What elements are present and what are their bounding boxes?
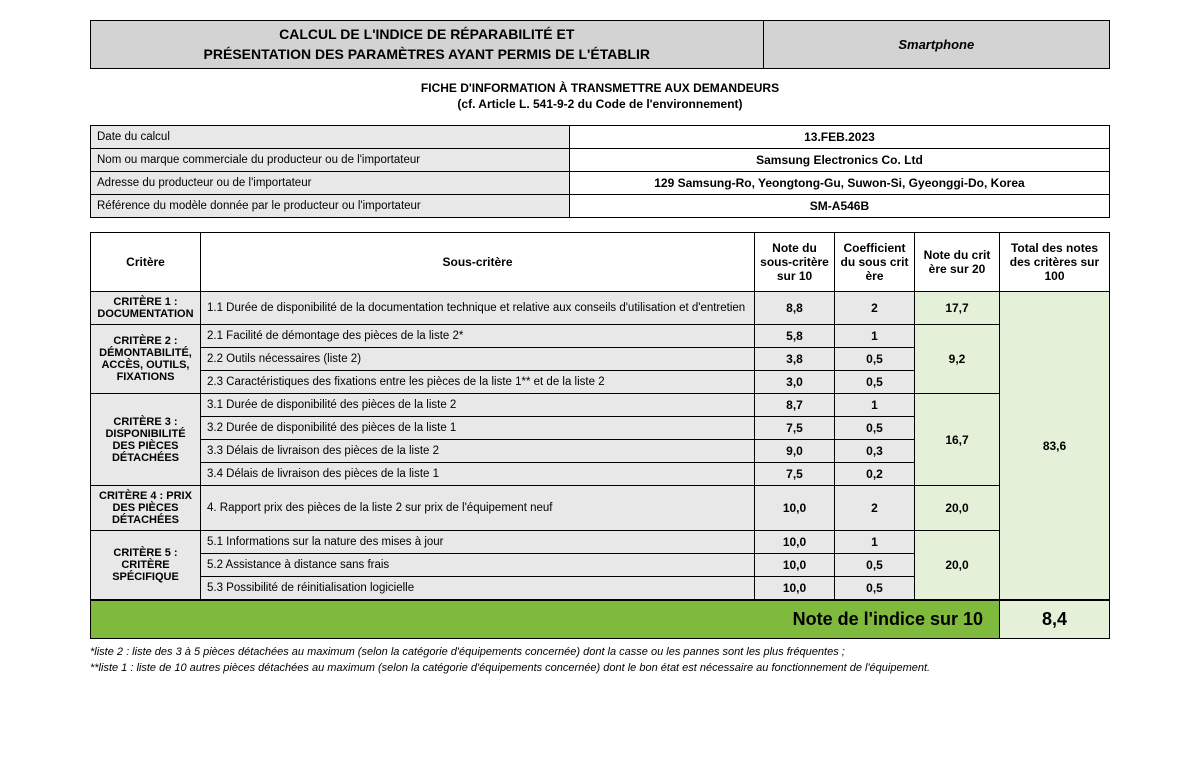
- sous-critere-label: 4. Rapport prix des pièces de la liste 2…: [201, 486, 755, 531]
- info-table: Date du calcul13.FEB.2023Nom ou marque c…: [90, 125, 1110, 218]
- sous-critere-label: 2.3 Caractéristiques des fixations entre…: [201, 371, 755, 394]
- header-title-line2: PRÉSENTATION DES PARAMÈTRES AYANT PERMIS…: [204, 46, 650, 62]
- note-sur-20: 20,0: [915, 531, 1000, 600]
- info-row: Date du calcul13.FEB.2023: [91, 126, 1110, 149]
- info-value: 13.FEB.2023: [569, 126, 1109, 149]
- note-sur-10: 7,5: [755, 417, 835, 440]
- sous-critere-label: 2.1 Facilité de démontage des pièces de …: [201, 325, 755, 348]
- sous-critere-label: 5.1 Informations sur la nature des mises…: [201, 531, 755, 554]
- total-sur-100: 83,6: [1000, 292, 1110, 600]
- note-sur-10: 10,0: [755, 531, 835, 554]
- info-label: Date du calcul: [91, 126, 570, 149]
- sub-heading-line2: (cf. Article L. 541-9-2 du Code de l'env…: [90, 97, 1110, 111]
- info-row: Adresse du producteur ou de l'importateu…: [91, 172, 1110, 195]
- note-sur-10: 3,0: [755, 371, 835, 394]
- final-score-table: Note de l'indice sur 10 8,4: [90, 600, 1110, 639]
- sous-critere-label: 3.1 Durée de disponibilité des pièces de…: [201, 394, 755, 417]
- critere-label: CRITÈRE 1 : DOCUMENTATION: [91, 292, 201, 325]
- note-sur-10: 9,0: [755, 440, 835, 463]
- info-label: Référence du modèle donnée par le produc…: [91, 195, 570, 218]
- coefficient: 2: [835, 486, 915, 531]
- col-total100: Total des notes des critères sur 100: [1000, 233, 1110, 292]
- col-note10: Note du sous-critère sur 10: [755, 233, 835, 292]
- criteria-row: CRITÈRE 1 : DOCUMENTATION1.1 Durée de di…: [91, 292, 1110, 325]
- col-critere: Critère: [91, 233, 201, 292]
- info-value: 129 Samsung-Ro, Yeongtong-Gu, Suwon-Si, …: [569, 172, 1109, 195]
- coefficient: 0,3: [835, 440, 915, 463]
- sous-critere-label: 5.3 Possibilité de réinitialisation logi…: [201, 577, 755, 600]
- criteria-row: CRITÈRE 2 : DÉMONTABILITÉ, ACCÈS, OUTILS…: [91, 325, 1110, 348]
- note-sur-10: 10,0: [755, 577, 835, 600]
- info-value: Samsung Electronics Co. Ltd: [569, 149, 1109, 172]
- info-row: Nom ou marque commerciale du producteur …: [91, 149, 1110, 172]
- note-sur-10: 3,8: [755, 348, 835, 371]
- critere-label: CRITÈRE 3 : DISPONIBILITÉ DES PIÈCES DÉT…: [91, 394, 201, 486]
- sous-critere-label: 3.4 Délais de livraison des pièces de la…: [201, 463, 755, 486]
- note-sur-20: 16,7: [915, 394, 1000, 486]
- criteria-row: CRITÈRE 5 : CRITÈRE SPÉCIFIQUE5.1 Inform…: [91, 531, 1110, 554]
- note-sur-20: 17,7: [915, 292, 1000, 325]
- criteria-row: CRITÈRE 3 : DISPONIBILITÉ DES PIÈCES DÉT…: [91, 394, 1110, 417]
- footnote-2: **liste 1 : liste de 10 autres pièces dé…: [90, 661, 1110, 676]
- note-sur-10: 8,8: [755, 292, 835, 325]
- col-coeff: Coefficient du sous crit ère: [835, 233, 915, 292]
- header-table: CALCUL DE L'INDICE DE RÉPARABILITÉ ET PR…: [90, 20, 1110, 69]
- info-label: Nom ou marque commerciale du producteur …: [91, 149, 570, 172]
- sub-heading-line1: FICHE D'INFORMATION À TRANSMETTRE AUX DE…: [90, 81, 1110, 95]
- coefficient: 0,5: [835, 554, 915, 577]
- coefficient: 0,5: [835, 348, 915, 371]
- note-sur-10: 8,7: [755, 394, 835, 417]
- criteria-row: CRITÈRE 4 : PRIX DES PIÈCES DÉTACHÉES4. …: [91, 486, 1110, 531]
- coefficient: 1: [835, 531, 915, 554]
- note-sur-10: 10,0: [755, 486, 835, 531]
- critere-label: CRITÈRE 4 : PRIX DES PIÈCES DÉTACHÉES: [91, 486, 201, 531]
- final-score: 8,4: [1000, 601, 1110, 639]
- coefficient: 0,2: [835, 463, 915, 486]
- coefficient: 2: [835, 292, 915, 325]
- header-product-type: Smartphone: [763, 21, 1109, 69]
- footnotes: *liste 2 : liste des 3 à 5 pièces détach…: [90, 645, 1110, 676]
- coefficient: 0,5: [835, 417, 915, 440]
- header-title-line1: CALCUL DE L'INDICE DE RÉPARABILITÉ ET: [279, 26, 574, 42]
- info-label: Adresse du producteur ou de l'importateu…: [91, 172, 570, 195]
- note-sur-20: 9,2: [915, 325, 1000, 394]
- note-sur-10: 10,0: [755, 554, 835, 577]
- info-row: Référence du modèle donnée par le produc…: [91, 195, 1110, 218]
- coefficient: 0,5: [835, 577, 915, 600]
- sous-critere-label: 5.2 Assistance à distance sans frais: [201, 554, 755, 577]
- coefficient: 0,5: [835, 371, 915, 394]
- col-note20: Note du crit ère sur 20: [915, 233, 1000, 292]
- note-sur-10: 5,8: [755, 325, 835, 348]
- note-sur-20: 20,0: [915, 486, 1000, 531]
- note-sur-10: 7,5: [755, 463, 835, 486]
- col-sous-critere: Sous-critère: [201, 233, 755, 292]
- footnote-1: *liste 2 : liste des 3 à 5 pièces détach…: [90, 645, 1110, 660]
- sous-critere-label: 2.2 Outils nécessaires (liste 2): [201, 348, 755, 371]
- final-label: Note de l'indice sur 10: [91, 601, 1000, 639]
- criteria-table: Critère Sous-critère Note du sous-critèr…: [90, 232, 1110, 600]
- coefficient: 1: [835, 325, 915, 348]
- critere-label: CRITÈRE 5 : CRITÈRE SPÉCIFIQUE: [91, 531, 201, 600]
- coefficient: 1: [835, 394, 915, 417]
- sous-critere-label: 3.3 Délais de livraison des pièces de la…: [201, 440, 755, 463]
- header-title-cell: CALCUL DE L'INDICE DE RÉPARABILITÉ ET PR…: [91, 21, 764, 69]
- info-value: SM-A546B: [569, 195, 1109, 218]
- sous-critere-label: 3.2 Durée de disponibilité des pièces de…: [201, 417, 755, 440]
- critere-label: CRITÈRE 2 : DÉMONTABILITÉ, ACCÈS, OUTILS…: [91, 325, 201, 394]
- sous-critere-label: 1.1 Durée de disponibilité de la documen…: [201, 292, 755, 325]
